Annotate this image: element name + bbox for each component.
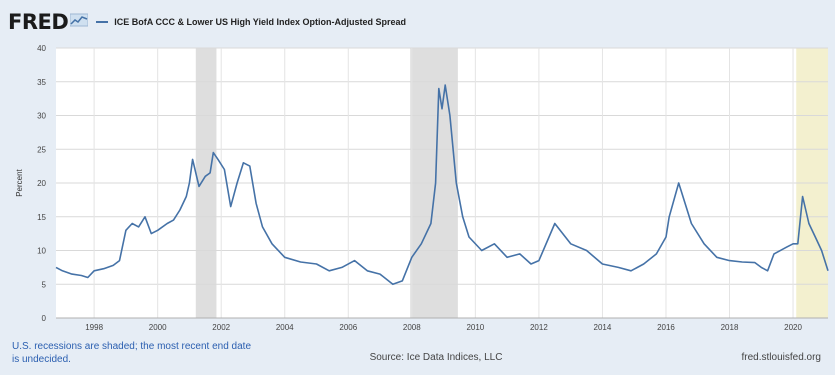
chart-header: FRED ICE BofA CCC & Lower US High Yield …: [8, 8, 406, 36]
y-tick-label: 40: [37, 44, 46, 53]
x-tick-label: 2020: [784, 323, 802, 332]
series-layer: [55, 84, 829, 286]
y-tick-label: 5: [42, 280, 47, 289]
x-tick-label: 2012: [530, 323, 548, 332]
y-tick-label: 10: [37, 247, 46, 256]
legend-label: ICE BofA CCC & Lower US High Yield Index…: [114, 17, 406, 27]
axes: 0 5 10 15 20 25 30 35 40 1998 2000 2002 2004 2006 2008…: [37, 44, 828, 332]
y-axis-label: Percent: [15, 168, 24, 196]
x-tick-label: 2014: [594, 323, 612, 332]
fred-logo[interactable]: FRED: [8, 10, 69, 34]
series-line: [55, 84, 829, 286]
x-tick-label: 2018: [721, 323, 739, 332]
site-link[interactable]: fred.stlouisfed.org: [741, 352, 822, 363]
x-tick-label: 2004: [276, 323, 294, 332]
legend-swatch: [96, 21, 109, 23]
x-tick-label: 1998: [85, 323, 103, 332]
x-tick-label: 2006: [339, 323, 357, 332]
y-tick-label: 15: [37, 213, 46, 222]
x-tick-label: 2002: [212, 323, 230, 332]
x-tick-label: 2000: [149, 323, 167, 332]
source-note: Source: Ice Data Indices, LLC: [369, 352, 503, 363]
gridlines: [56, 47, 828, 319]
x-tick-label: 2008: [403, 323, 421, 332]
x-tick-label: 2016: [657, 323, 675, 332]
y-tick-label: 20: [37, 179, 46, 188]
y-tick-label: 35: [37, 78, 46, 87]
x-tick-label: 2010: [466, 323, 484, 332]
recession-note: U.S. recessions are shaded; the most rec…: [12, 341, 252, 365]
y-tick-label: 30: [37, 112, 46, 121]
y-tick-label: 25: [37, 145, 46, 154]
y-tick-label: 0: [42, 314, 47, 323]
